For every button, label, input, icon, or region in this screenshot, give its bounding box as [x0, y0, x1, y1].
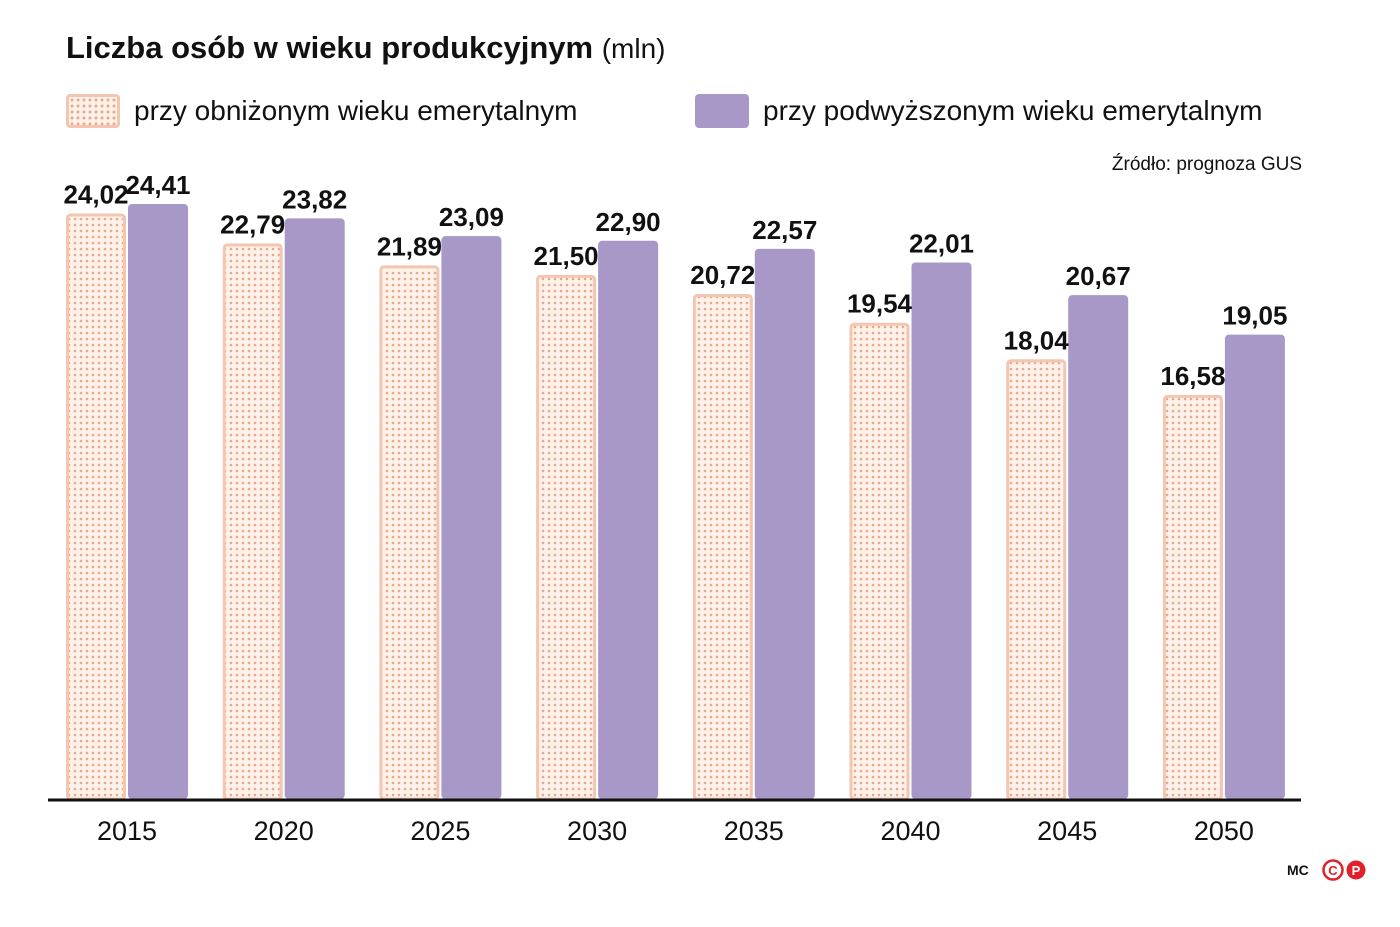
svg-text:C: C: [1328, 863, 1338, 878]
value-label-2045-high: 20,67: [1066, 261, 1131, 291]
bar-2040-low: [849, 322, 910, 801]
value-label-2020-high: 23,82: [282, 184, 347, 214]
value-label-2030-high: 22,90: [596, 207, 661, 237]
value-label-2050-low: 16,58: [1160, 361, 1225, 391]
x-tick-label-2040: 2040: [880, 816, 940, 846]
svg-text:P: P: [1352, 863, 1361, 878]
value-label-2040-low: 19,54: [847, 289, 913, 319]
bar-2025-low: [379, 265, 440, 801]
legend-item-low: przy obniżonym wieku emerytalnym: [66, 92, 578, 130]
legend-label-high: przy podwyższonym wieku emerytalnym: [763, 95, 1263, 126]
bar-2020-low: [222, 243, 283, 801]
x-tick-label-2045: 2045: [1037, 816, 1097, 846]
value-label-2050-high: 19,05: [1222, 301, 1287, 331]
cp-logo: C P: [1322, 859, 1366, 881]
x-tick-label-2030: 2030: [567, 816, 627, 846]
value-label-2015-high: 24,41: [125, 170, 190, 200]
x-tick-label-2035: 2035: [724, 816, 784, 846]
bar-2035-high: [754, 248, 815, 799]
bar-2030-high: [598, 240, 659, 799]
value-label-2025-low: 21,89: [377, 231, 442, 261]
value-label-2045-low: 18,04: [1004, 325, 1070, 355]
bar-2050-low: [1162, 394, 1223, 801]
x-tick-label-2015: 2015: [97, 816, 157, 846]
bar-2050-high: [1224, 334, 1285, 799]
bar-2045-low: [1006, 359, 1067, 801]
bar-2035-low: [692, 293, 753, 801]
value-label-2040-high: 22,01: [909, 229, 974, 259]
bar-2030-low: [536, 274, 597, 801]
bar-2045-high: [1068, 295, 1129, 799]
bar-2020-high: [284, 218, 345, 799]
bar-2015-low: [66, 213, 126, 801]
x-tick-label-2020: 2020: [254, 816, 314, 846]
value-label-2035-low: 20,72: [690, 260, 755, 290]
chart-title-unit: (mln): [601, 33, 666, 64]
chart-title: Liczba osób w wieku produkcyjnym (mln): [66, 30, 666, 66]
source-note: Źródło: prognoza GUS: [1111, 154, 1302, 175]
legend-swatch-low: [66, 94, 120, 128]
value-label-2035-high: 22,57: [752, 215, 817, 245]
author-credit: MC: [1287, 862, 1309, 878]
legend-item-high: przy podwyższonym wieku emerytalnym: [695, 92, 1263, 130]
x-tick-labels-group: 2015 2020 2025 2030 2035 2040 2045 2050: [97, 816, 1254, 846]
legend-label-low: przy obniżonym wieku emerytalnym: [134, 95, 578, 126]
chart-title-main: Liczba osób w wieku produkcyjnym: [66, 30, 594, 65]
value-label-2020-low: 22,79: [220, 209, 285, 239]
value-label-2025-high: 23,09: [439, 202, 504, 232]
bar-2015-high: [128, 204, 188, 799]
bars-group: [66, 204, 1285, 801]
legend-swatch-high: [695, 94, 749, 128]
bar-2040-high: [911, 262, 972, 799]
value-label-2015-low: 24,02: [63, 180, 128, 210]
x-tick-label-2025: 2025: [410, 816, 470, 846]
x-tick-label-2050: 2050: [1194, 816, 1254, 846]
value-label-2030-low: 21,50: [534, 241, 599, 271]
bar-2025-high: [441, 236, 502, 799]
